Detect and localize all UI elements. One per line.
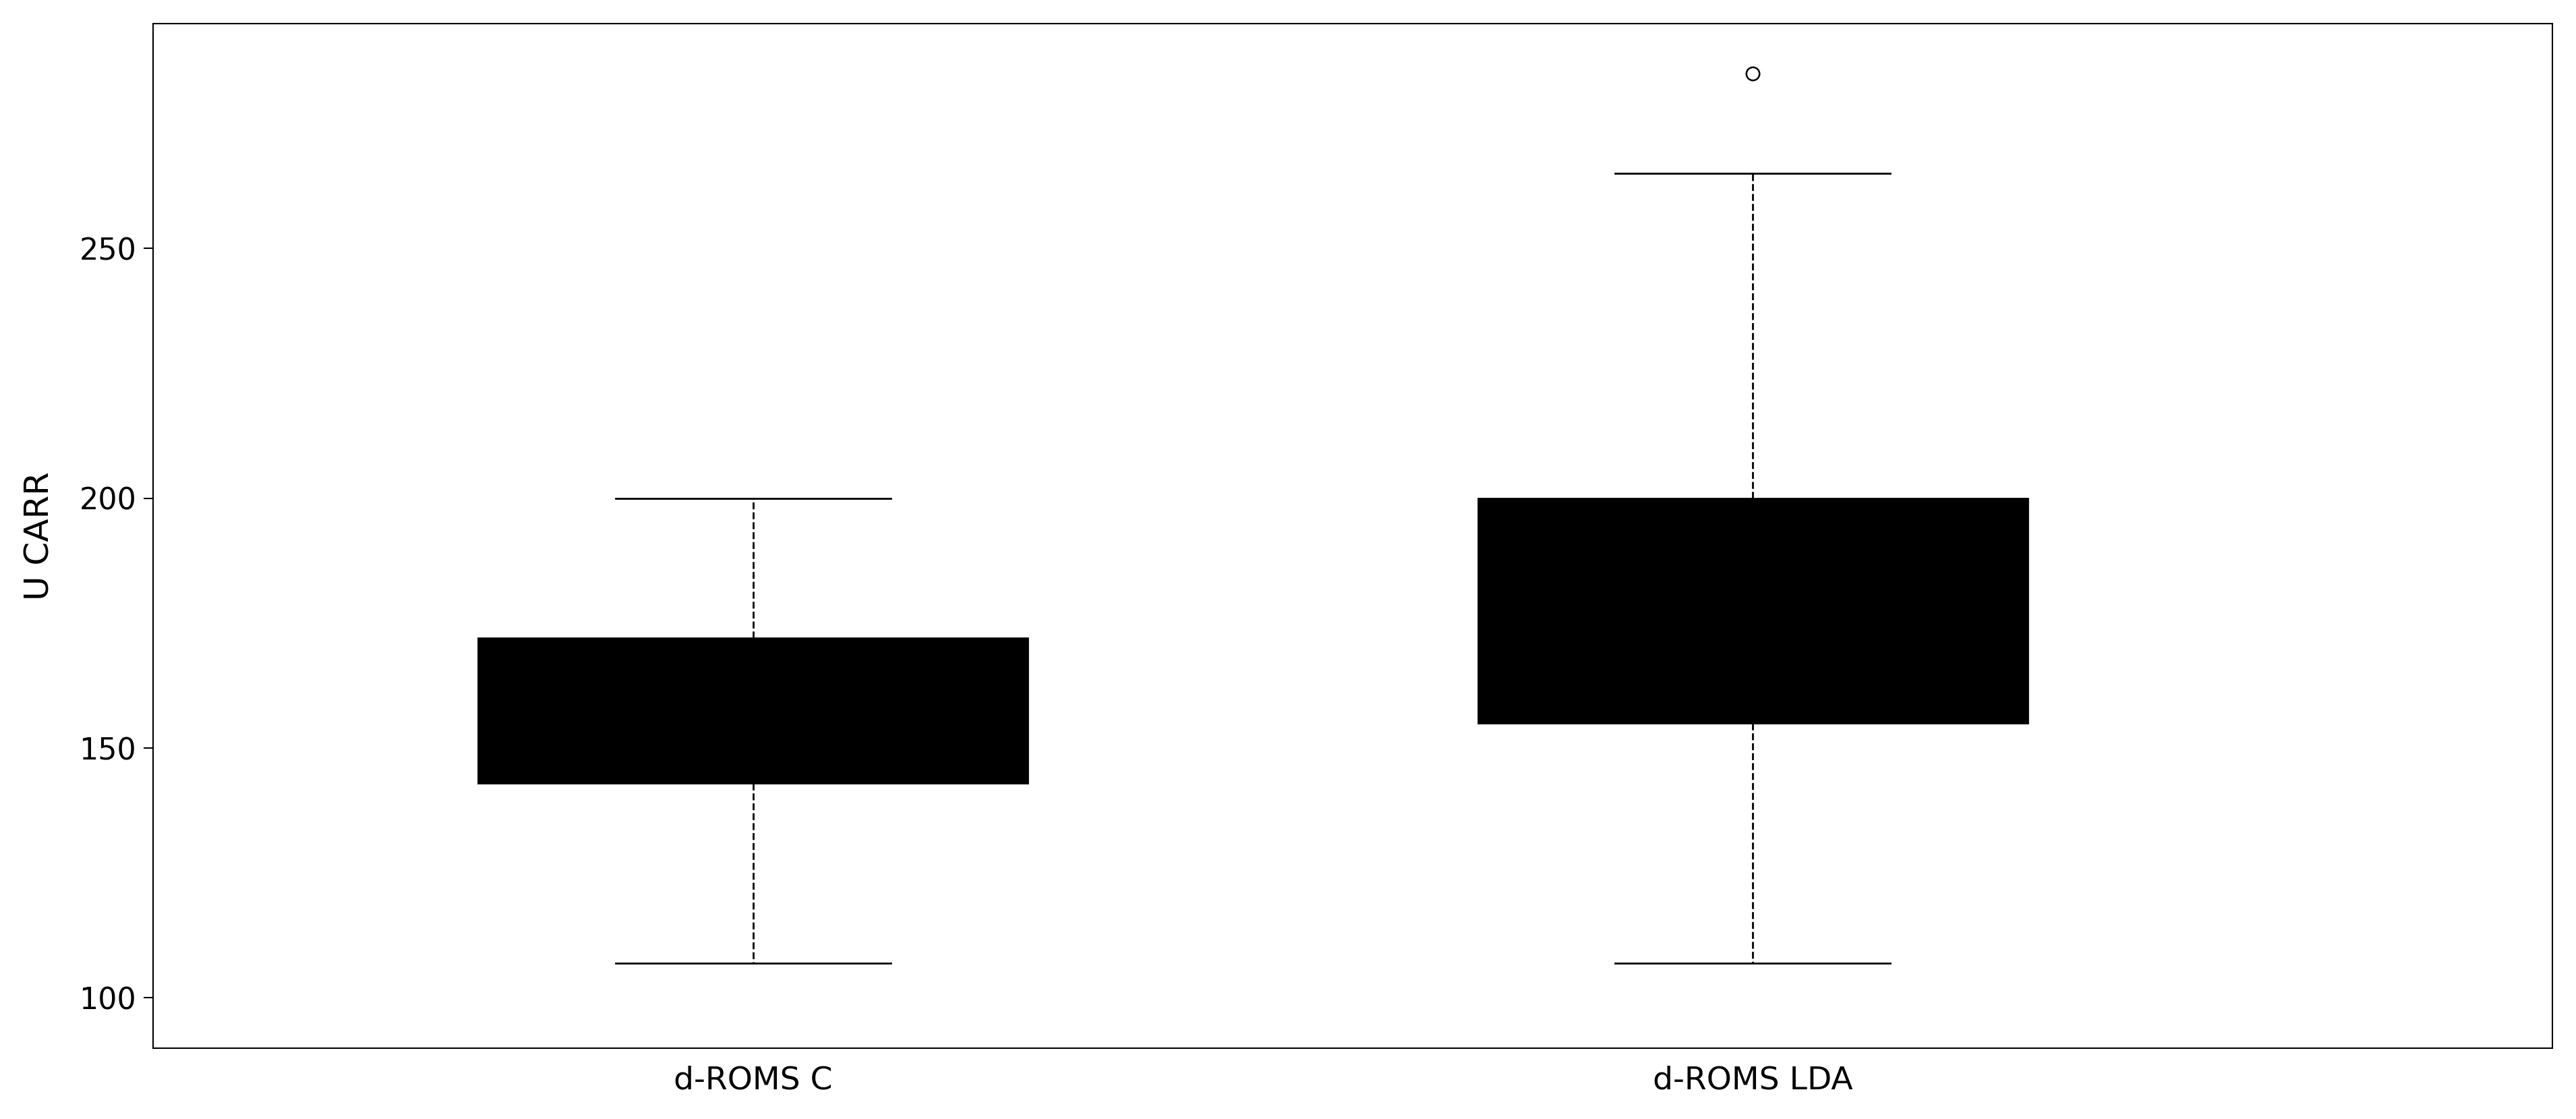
PathPatch shape: [1479, 498, 2027, 723]
PathPatch shape: [479, 638, 1028, 783]
Y-axis label: U CARR: U CARR: [23, 471, 57, 600]
